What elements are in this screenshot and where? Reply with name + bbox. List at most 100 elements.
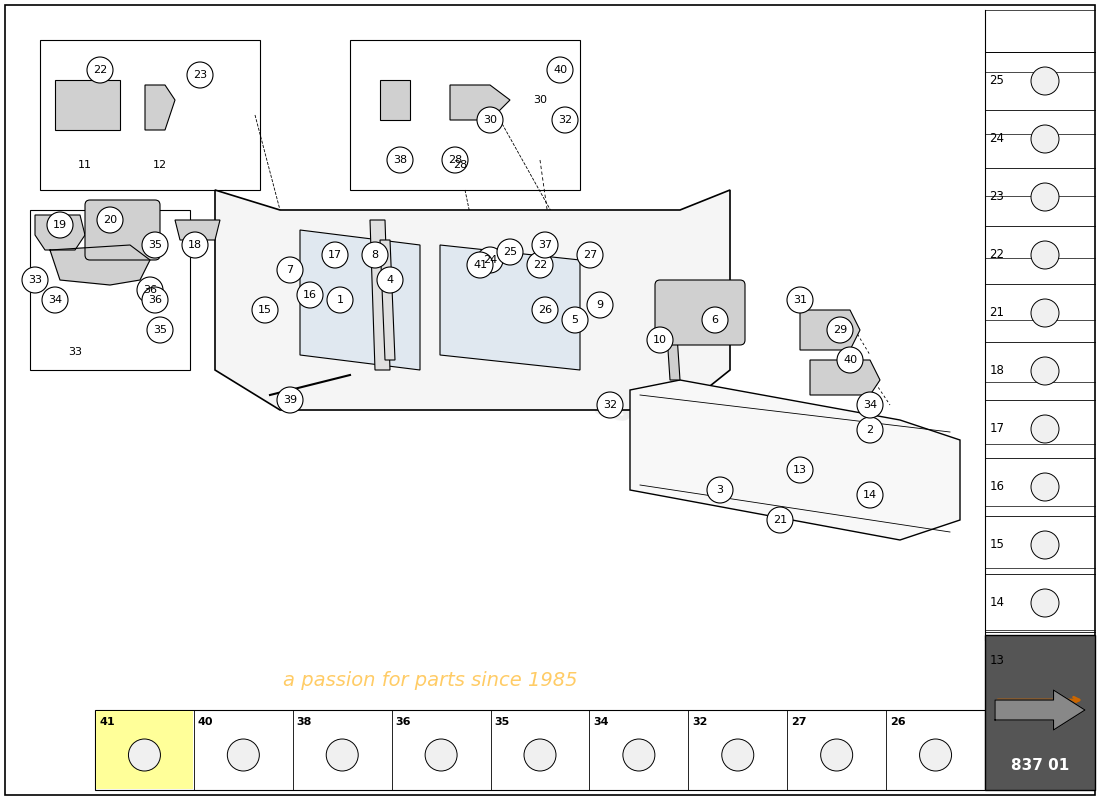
- Circle shape: [920, 739, 951, 771]
- Circle shape: [425, 739, 458, 771]
- Circle shape: [1031, 125, 1059, 153]
- Text: 29: 29: [833, 325, 847, 335]
- FancyBboxPatch shape: [85, 200, 160, 260]
- Text: 16: 16: [302, 290, 317, 300]
- Circle shape: [497, 239, 522, 265]
- Circle shape: [97, 207, 123, 233]
- Text: 24: 24: [483, 255, 497, 265]
- Circle shape: [702, 307, 728, 333]
- Circle shape: [578, 242, 603, 268]
- Text: 18: 18: [188, 240, 202, 250]
- Text: a passion for parts since 1985: a passion for parts since 1985: [283, 670, 578, 690]
- Circle shape: [532, 232, 558, 258]
- Circle shape: [468, 252, 493, 278]
- Circle shape: [47, 212, 73, 238]
- Text: 19: 19: [53, 220, 67, 230]
- Text: 28: 28: [453, 160, 468, 170]
- Circle shape: [786, 457, 813, 483]
- Polygon shape: [300, 230, 420, 370]
- Text: 37: 37: [538, 240, 552, 250]
- Text: 3: 3: [716, 485, 724, 495]
- Text: 25: 25: [503, 247, 517, 257]
- Circle shape: [297, 282, 323, 308]
- Circle shape: [477, 107, 503, 133]
- Circle shape: [1031, 183, 1059, 211]
- Circle shape: [857, 482, 883, 508]
- Text: 5: 5: [572, 315, 579, 325]
- Text: 11: 11: [78, 160, 92, 170]
- Text: 23: 23: [990, 190, 1004, 203]
- Text: 1: 1: [337, 295, 343, 305]
- Circle shape: [524, 739, 556, 771]
- Text: 40: 40: [553, 65, 568, 75]
- Polygon shape: [175, 220, 220, 240]
- Text: 36: 36: [148, 295, 162, 305]
- Circle shape: [1031, 531, 1059, 559]
- Text: 35: 35: [148, 240, 162, 250]
- Circle shape: [362, 242, 388, 268]
- Text: 17: 17: [990, 422, 1004, 435]
- Circle shape: [786, 287, 813, 313]
- Text: 2: 2: [867, 425, 873, 435]
- Circle shape: [327, 739, 359, 771]
- Text: 21: 21: [773, 515, 788, 525]
- FancyBboxPatch shape: [40, 40, 260, 190]
- Text: 18: 18: [990, 365, 1004, 378]
- Circle shape: [142, 232, 168, 258]
- Circle shape: [42, 287, 68, 313]
- Text: 33: 33: [68, 347, 82, 357]
- Text: 15: 15: [990, 538, 1004, 551]
- Circle shape: [22, 267, 48, 293]
- Text: 41: 41: [473, 260, 487, 270]
- Polygon shape: [666, 305, 680, 380]
- Circle shape: [138, 277, 163, 303]
- Polygon shape: [50, 245, 150, 285]
- Circle shape: [547, 57, 573, 83]
- Circle shape: [1031, 357, 1059, 385]
- Text: 25: 25: [990, 74, 1004, 87]
- Text: 20: 20: [103, 215, 117, 225]
- Circle shape: [387, 147, 412, 173]
- Circle shape: [821, 739, 852, 771]
- Text: 12: 12: [153, 160, 167, 170]
- Circle shape: [327, 287, 353, 313]
- Polygon shape: [35, 215, 85, 250]
- Text: 27: 27: [791, 717, 806, 727]
- Text: 31: 31: [793, 295, 807, 305]
- Circle shape: [228, 739, 260, 771]
- Circle shape: [129, 739, 161, 771]
- Text: 4: 4: [386, 275, 394, 285]
- Circle shape: [552, 107, 578, 133]
- Text: 34: 34: [48, 295, 62, 305]
- Text: 28: 28: [448, 155, 462, 165]
- Circle shape: [442, 147, 468, 173]
- Text: 6: 6: [712, 315, 718, 325]
- Text: 34: 34: [862, 400, 877, 410]
- Text: 40: 40: [198, 717, 213, 727]
- Text: 9: 9: [596, 300, 604, 310]
- Text: 22: 22: [92, 65, 107, 75]
- Text: 13: 13: [793, 465, 807, 475]
- Text: 14: 14: [862, 490, 877, 500]
- FancyBboxPatch shape: [350, 40, 580, 190]
- Text: 33: 33: [28, 275, 42, 285]
- Text: 16: 16: [990, 481, 1004, 494]
- Circle shape: [1031, 647, 1059, 675]
- Circle shape: [837, 347, 864, 373]
- Circle shape: [527, 252, 553, 278]
- Circle shape: [722, 739, 754, 771]
- Circle shape: [597, 392, 623, 418]
- Circle shape: [147, 317, 173, 343]
- Text: 13: 13: [990, 654, 1004, 667]
- Text: 15: 15: [258, 305, 272, 315]
- Polygon shape: [440, 245, 580, 370]
- FancyBboxPatch shape: [96, 711, 192, 789]
- Circle shape: [562, 307, 588, 333]
- Circle shape: [1031, 415, 1059, 443]
- Text: 41: 41: [99, 717, 114, 727]
- Text: 7: 7: [286, 265, 294, 275]
- Circle shape: [767, 507, 793, 533]
- Text: 14: 14: [990, 597, 1004, 610]
- Circle shape: [647, 327, 673, 353]
- Text: 35: 35: [495, 717, 509, 727]
